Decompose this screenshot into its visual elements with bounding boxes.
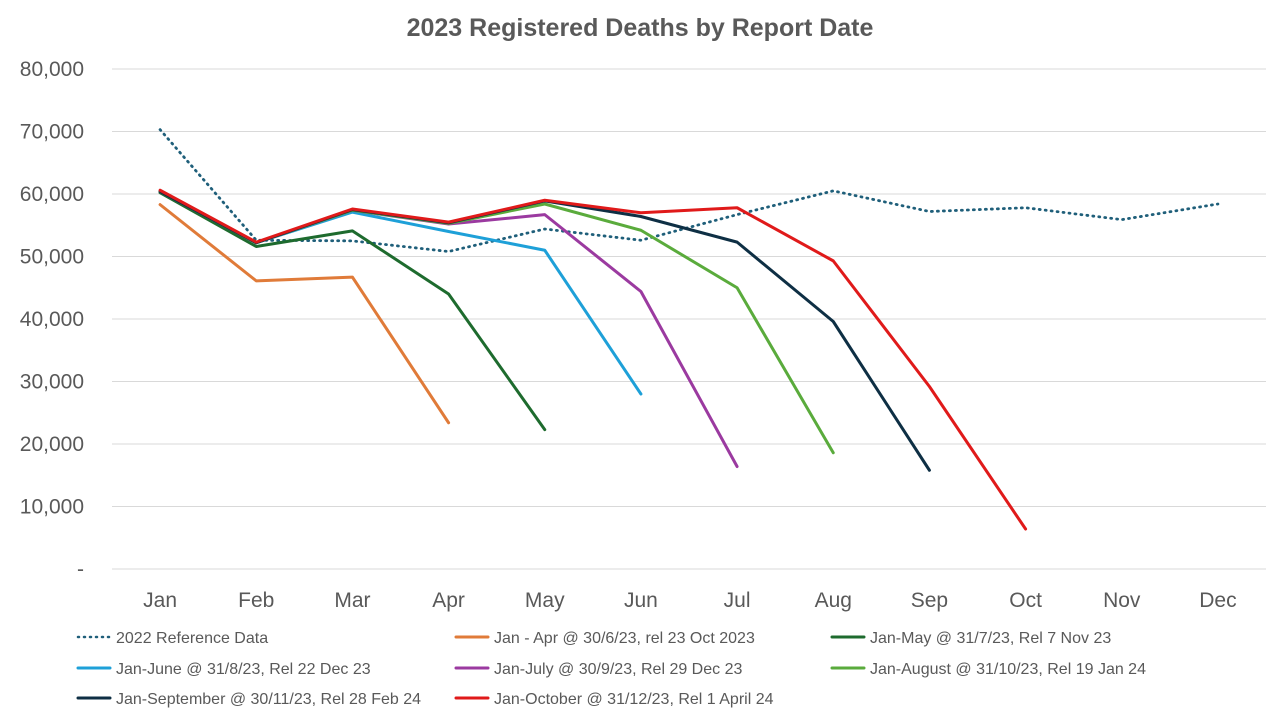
- legend-label: Jan-July @ 30/9/23, Rel 29 Dec 23: [494, 661, 742, 678]
- y-tick-label: 50,000: [20, 246, 84, 269]
- x-tick-label: Apr: [432, 589, 465, 612]
- y-tick-label: 80,000: [20, 58, 84, 81]
- series-line-5: [158, 190, 835, 455]
- legend: 2022 Reference Data Jan - Apr @ 30/6/23, …: [76, 630, 1146, 708]
- series-line-7: [158, 188, 1028, 531]
- grid-layer: [112, 68, 1266, 570]
- legend-label: Jan-June @ 31/8/23, Rel 22 Dec 23: [116, 661, 371, 678]
- series-line-2: [158, 191, 547, 432]
- legend-label: Jan-May @ 31/7/23, Rel 7 Nov 23: [870, 630, 1111, 647]
- y-tick-label: 40,000: [20, 308, 84, 331]
- legend-label: Jan-August @ 31/10/23, Rel 19 Jan 24: [870, 661, 1146, 678]
- x-tick-label: Jul: [724, 589, 751, 612]
- y-tick-label: 30,000: [20, 371, 84, 394]
- series-line-0: [158, 128, 1220, 253]
- y-tick-label: 70,000: [20, 121, 84, 144]
- x-tick-label: Feb: [238, 589, 274, 612]
- legend-label: Jan-September @ 30/11/23, Rel 28 Feb 24: [116, 691, 421, 708]
- legend-label: 2022 Reference Data: [116, 630, 268, 647]
- x-tick-label: Nov: [1103, 589, 1141, 612]
- y-tick-label: -: [77, 558, 84, 581]
- y-tick-label: 10,000: [20, 496, 84, 519]
- x-tick-label: Jan: [143, 589, 177, 612]
- x-tick-label: May: [525, 589, 565, 612]
- x-tick-label: Dec: [1199, 589, 1236, 612]
- series-layer: [158, 128, 1220, 531]
- x-axis: Jan Feb Mar Apr May Jun Jul Aug Sep Oct Nov Dec: [143, 589, 1236, 612]
- x-tick-label: Mar: [334, 589, 370, 612]
- series-line-1: [158, 203, 451, 425]
- chart-title: 2023 Registered Deaths by Report Date: [407, 14, 874, 42]
- x-tick-label: Oct: [1009, 589, 1042, 612]
- legend-label: Jan-October @ 31/12/23, Rel 1 April 24: [494, 691, 774, 708]
- y-axis: - 10,000 20,000 30,000 40,000 50,000 60,000 70,…: [20, 58, 84, 581]
- series-line-3: [158, 190, 643, 396]
- y-tick-label: 60,000: [20, 183, 84, 206]
- x-tick-label: Sep: [911, 589, 948, 612]
- x-tick-label: Aug: [815, 589, 852, 612]
- x-tick-label: Jun: [624, 589, 658, 612]
- y-tick-label: 20,000: [20, 433, 84, 456]
- legend-label: Jan - Apr @ 30/6/23, rel 23 Oct 2023: [494, 630, 755, 647]
